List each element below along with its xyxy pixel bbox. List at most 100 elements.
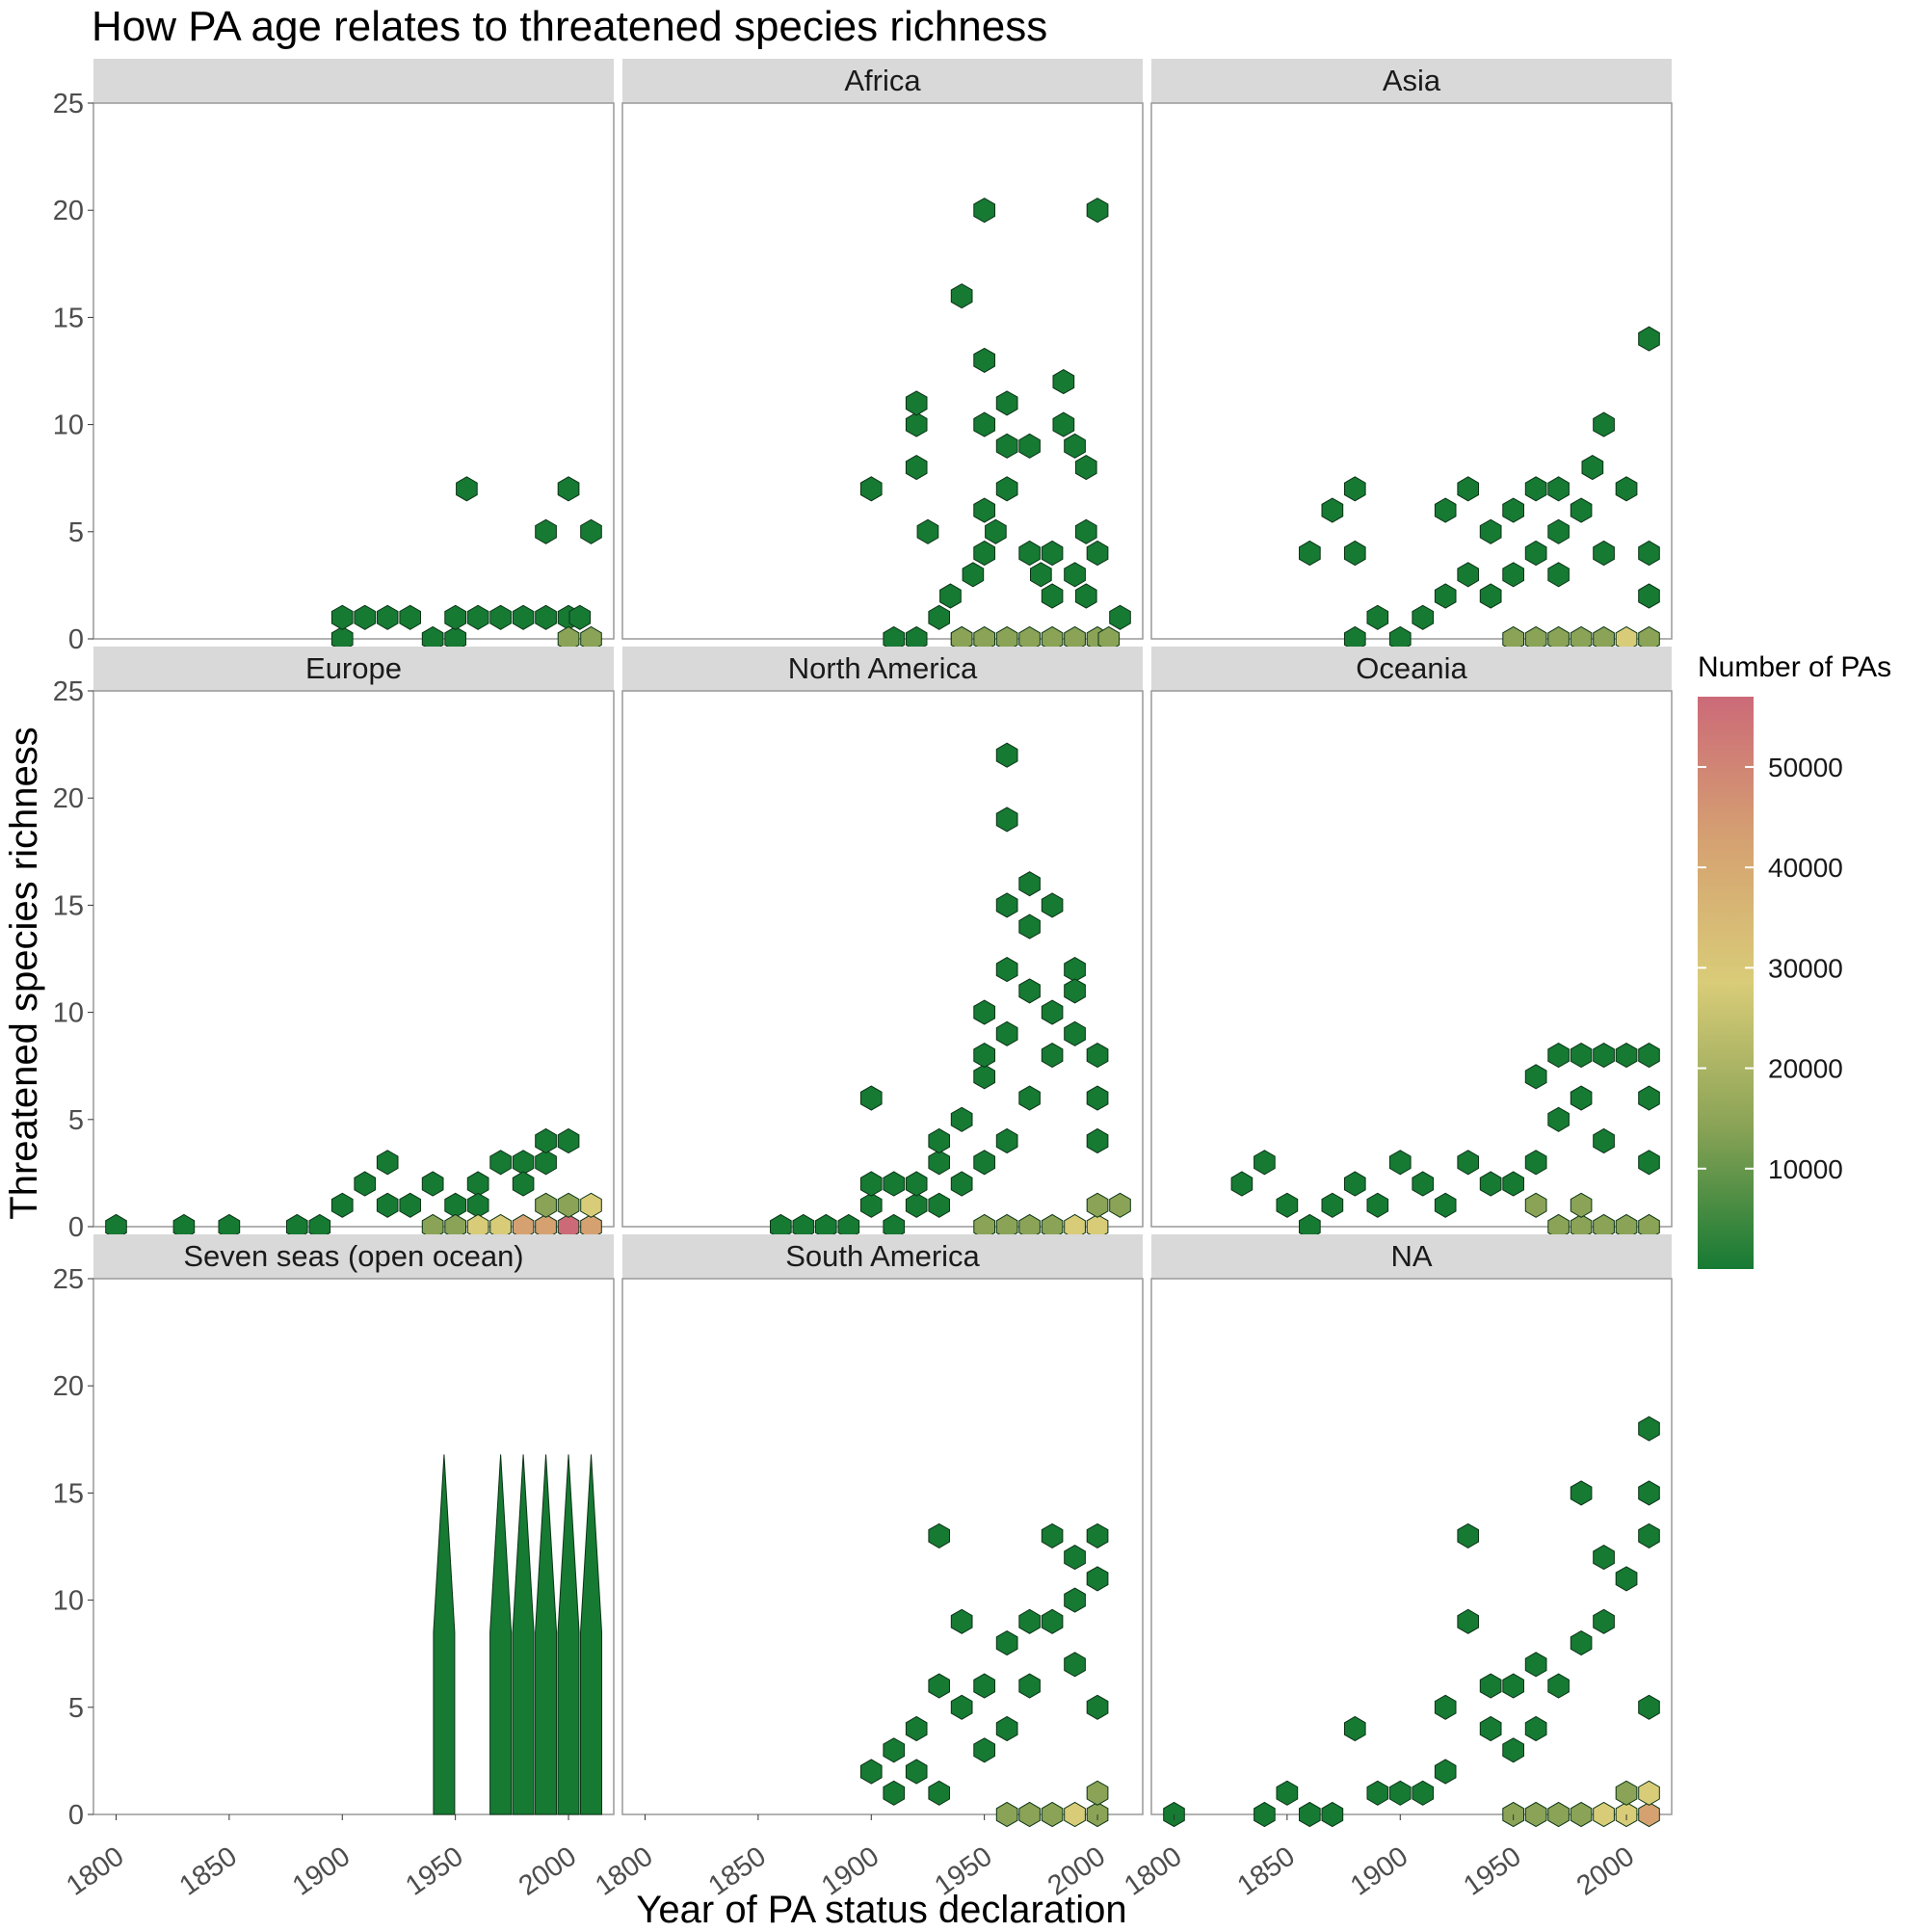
hex-bin (995, 476, 1018, 502)
hex-bin (512, 604, 535, 630)
hex-bin (973, 1150, 995, 1176)
hex-bin (1524, 1064, 1547, 1090)
hex-bin (859, 1759, 883, 1785)
hex-bin-dense (557, 1192, 580, 1218)
x-tick-label: 1850 (174, 1841, 243, 1902)
hex-bin (1479, 1715, 1502, 1742)
x-tick-label: 1950 (400, 1841, 468, 1902)
y-tick-label: 0 (68, 1212, 84, 1243)
y-tick-label: 20 (53, 1371, 84, 1402)
hex-bin (905, 1171, 928, 1197)
hex-bin (1230, 1171, 1254, 1197)
hex-bin (905, 411, 928, 437)
hex-bin (1479, 583, 1502, 609)
hex-bin (1366, 1780, 1389, 1806)
hex-bin-dense (1064, 1801, 1086, 1828)
y-tick-label: 10 (53, 410, 84, 441)
y-tick-label: 0 (68, 624, 84, 655)
hex-bin (376, 604, 399, 630)
hex-bin (1366, 604, 1389, 630)
hex-bin (1524, 1150, 1547, 1176)
hex-bin (883, 1737, 906, 1763)
hex-bin (1457, 1608, 1479, 1634)
hex-bin (995, 1630, 1018, 1656)
hex-bin-dense (1615, 1780, 1638, 1806)
y-tick-label: 15 (53, 1478, 84, 1509)
hex-bin (1041, 583, 1064, 609)
hex-bin (1434, 583, 1457, 609)
legend-tick-label: 10000 (1768, 1154, 1843, 1184)
hex-bin (1581, 455, 1604, 481)
hex-bin-dense (580, 1192, 602, 1218)
facet-strip-label: Oceania (1356, 651, 1467, 685)
hex-bin (1412, 1171, 1435, 1197)
facet-panel: 0 5 10 15 20 25 (53, 59, 615, 655)
hex-bin (1109, 604, 1131, 630)
hex-bin (1502, 1673, 1524, 1699)
panel-background (92, 690, 615, 1228)
hex-bin (973, 1064, 995, 1090)
hex-bin (1524, 476, 1547, 502)
facet-strip (93, 1234, 614, 1279)
hex-bin (1615, 1566, 1638, 1592)
hex-bin (1299, 540, 1321, 567)
hex-bin (1064, 978, 1086, 1004)
hex-bin (962, 562, 985, 588)
facet-strip-label: Africa (844, 64, 921, 97)
y-tick-label: 15 (53, 890, 84, 921)
y-axis-label: Threatened species richness (3, 727, 45, 1219)
hex-bin (1086, 1566, 1109, 1592)
hex-bin (973, 1043, 995, 1069)
hex-bin (973, 347, 995, 373)
facet-strip-label: Seven seas (open ocean) (183, 1239, 523, 1273)
hex-bin (1086, 1085, 1109, 1111)
y-tick-label: 5 (68, 1105, 84, 1136)
hex-bin (1615, 1043, 1638, 1069)
hex-bin (1434, 1192, 1457, 1218)
hex-bin (973, 1673, 995, 1699)
hex-bin (1593, 411, 1615, 437)
hex-bin (1018, 433, 1041, 459)
hex-bin (1075, 518, 1097, 544)
hex-bin-dense (1593, 1801, 1615, 1828)
hex-bin (330, 1192, 354, 1218)
hex-bin (883, 1780, 906, 1806)
legend-tick-label: 30000 (1768, 953, 1843, 983)
y-tick-label: 25 (53, 89, 84, 119)
hex-bin (580, 518, 602, 544)
legend-tick-label: 50000 (1768, 753, 1843, 782)
hex-bin-spike (433, 1454, 456, 1815)
hex-bin (1030, 562, 1052, 588)
facet-panel: NA 1800 1850 1900 1950 2000 (1119, 1234, 1673, 1902)
hex-bin (995, 807, 1018, 833)
hex-bin (1457, 1150, 1479, 1176)
facet-panel: Asia (1150, 59, 1673, 652)
hex-bin-dense (1524, 1192, 1547, 1218)
hex-bin (928, 1127, 950, 1154)
hex-bin (928, 1522, 950, 1548)
hex-bin (1434, 1759, 1457, 1785)
hex-bin (1593, 1545, 1615, 1571)
facet-strip (93, 59, 614, 103)
facet-strip-label: Europe (305, 651, 402, 685)
hex-bin-dense (1547, 1801, 1570, 1828)
facet-strip-label: Asia (1383, 64, 1441, 97)
facet-strip-label: NA (1390, 1239, 1432, 1273)
hex-bin (1638, 1150, 1660, 1176)
hex-bin (1018, 1673, 1041, 1699)
facet-panel: North America (621, 647, 1144, 1240)
hex-bin (557, 476, 580, 502)
hex-bin-dense (1524, 1801, 1547, 1828)
hex-bin (973, 411, 995, 437)
hex-bin (354, 1171, 377, 1197)
hex-bin (1638, 326, 1660, 352)
hex-bin (1064, 433, 1086, 459)
panel-background (621, 1278, 1144, 1815)
hex-bin (1018, 913, 1041, 940)
y-tick-label: 15 (53, 303, 84, 333)
hex-bin (1547, 476, 1570, 502)
hex-bin (1547, 562, 1570, 588)
legend-colorbar (1698, 697, 1754, 1269)
chart-title: How PA age relates to threatened species… (92, 3, 1047, 50)
